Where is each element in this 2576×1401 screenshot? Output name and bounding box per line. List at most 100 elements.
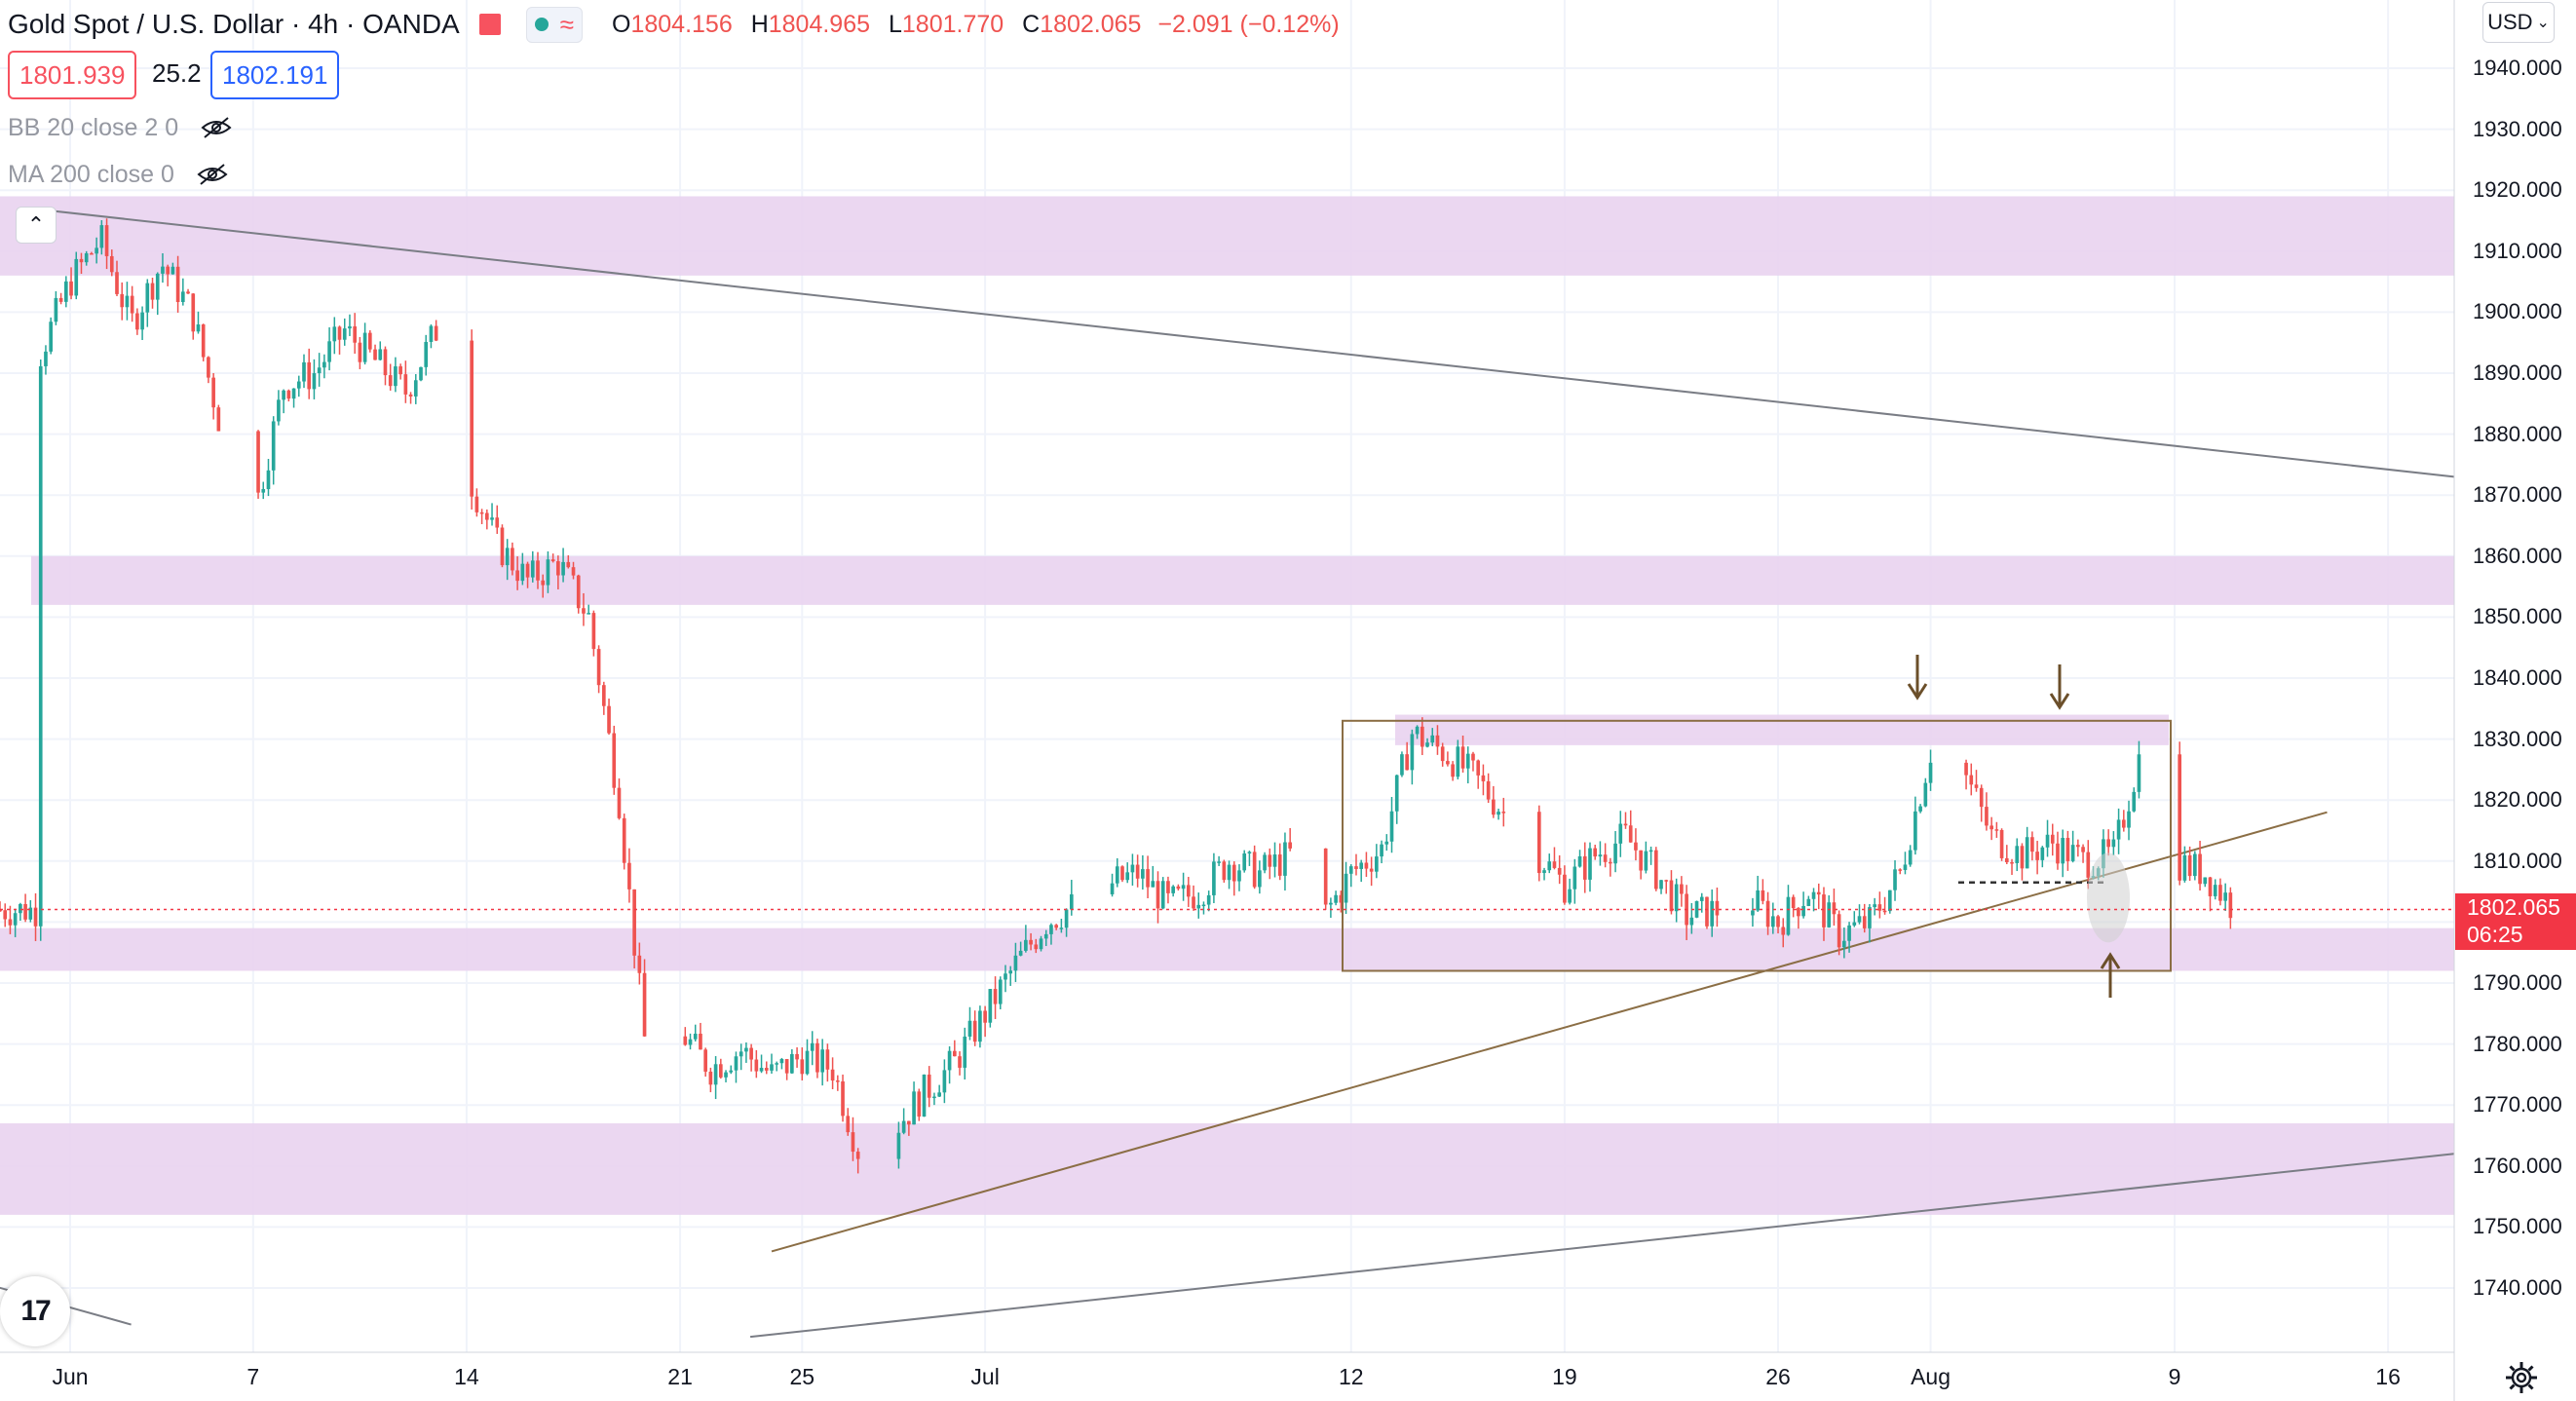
- eye-hidden-icon[interactable]: [196, 162, 229, 187]
- candle-body: [856, 1152, 860, 1159]
- highlight-ellipse: [2087, 852, 2130, 942]
- candle-body: [902, 1121, 906, 1133]
- candle-body: [470, 341, 474, 497]
- candle-body: [1054, 925, 1058, 928]
- candle-body: [74, 259, 78, 296]
- candle-body: [1446, 761, 1450, 764]
- candle-body: [719, 1064, 723, 1078]
- candle-body: [359, 343, 362, 362]
- candle-body: [1349, 866, 1353, 874]
- candle-body: [683, 1037, 687, 1045]
- candle-body: [1416, 727, 1420, 735]
- indicator-ma[interactable]: MA 200 close 0: [8, 156, 229, 193]
- candle-body: [932, 1097, 936, 1099]
- currency-selector[interactable]: USD ⌄: [2482, 2, 2555, 43]
- candle-body: [1599, 854, 1603, 856]
- candle-body: [1029, 940, 1033, 945]
- candle-body: [272, 421, 276, 470]
- price-axis-label: 1740.000: [2473, 1275, 2562, 1301]
- candle-body: [1492, 800, 1496, 815]
- candle-body: [2056, 844, 2060, 864]
- candle-body: [1670, 881, 1674, 912]
- candle-body: [353, 326, 357, 343]
- candle-body: [841, 1081, 845, 1116]
- time-axis-label: Jul: [970, 1364, 999, 1390]
- price-axis-label: 1840.000: [2473, 665, 2562, 691]
- candle-body: [1868, 907, 1872, 928]
- candle-body: [1008, 970, 1012, 973]
- tradingview-logo-icon[interactable]: 17: [0, 1276, 70, 1346]
- collapse-legend-button[interactable]: ⌃: [16, 207, 57, 244]
- candle-body: [156, 274, 160, 300]
- candle-body: [800, 1059, 804, 1074]
- low-value: 1801.770: [902, 11, 1004, 38]
- candle-body: [1060, 928, 1064, 929]
- candle-body: [994, 989, 998, 1004]
- candle-body: [256, 432, 260, 493]
- candle-body: [2086, 852, 2090, 878]
- candle-body: [1182, 885, 1186, 889]
- market-status[interactable]: ≈: [526, 7, 583, 43]
- candle-body: [1395, 776, 1399, 812]
- candle-body: [2051, 835, 2055, 844]
- sell-price-button[interactable]: 1801.939: [8, 51, 136, 99]
- candle-body: [2112, 840, 2116, 848]
- candle-body: [1441, 746, 1445, 761]
- time-axis-label: 7: [246, 1364, 259, 1390]
- candle-body: [643, 973, 647, 1037]
- candle-body: [161, 267, 165, 274]
- time-axis-label: 19: [1552, 1364, 1577, 1390]
- candle-body: [1471, 754, 1475, 761]
- eye-hidden-icon[interactable]: [200, 115, 233, 140]
- candle-body: [1196, 905, 1200, 909]
- candle-body: [1878, 904, 1882, 911]
- candle-body: [1151, 881, 1155, 887]
- candle-body: [2117, 819, 2121, 839]
- candle-body: [207, 358, 210, 378]
- candle-body: [1995, 829, 1999, 831]
- candle-body: [404, 374, 408, 395]
- gear-icon[interactable]: [2504, 1360, 2539, 1395]
- candle-body: [1837, 914, 1841, 947]
- price-zone: [0, 196, 2454, 275]
- candle-body: [897, 1133, 901, 1159]
- candle-body: [607, 706, 611, 734]
- candle-body: [1547, 861, 1551, 870]
- candle-body: [815, 1043, 819, 1073]
- candle-body: [917, 1091, 921, 1117]
- candle-body: [1380, 845, 1383, 856]
- market-open-dot-icon: [535, 18, 549, 31]
- candle-body: [556, 561, 560, 575]
- candle-body: [1202, 905, 1206, 907]
- candle-body: [1421, 727, 1424, 747]
- candle-body: [2066, 838, 2070, 861]
- candle-body: [327, 341, 331, 361]
- candle-body: [2193, 854, 2197, 877]
- candle-body: [318, 367, 322, 373]
- candle-body: [1568, 890, 1572, 903]
- candle-body: [587, 613, 590, 615]
- candle-body: [2021, 846, 2025, 868]
- candle-body: [806, 1051, 810, 1075]
- symbol-color-swatch[interactable]: [479, 14, 501, 35]
- time-axis-label: 9: [2169, 1364, 2181, 1390]
- candle-body: [95, 247, 98, 253]
- candle-body: [1411, 734, 1415, 770]
- candle-body: [1156, 881, 1160, 908]
- candle-body: [475, 497, 479, 512]
- buy-price-button[interactable]: 1802.191: [210, 51, 339, 99]
- candle-body: [1034, 944, 1038, 949]
- candle-body: [602, 685, 606, 706]
- candle-body: [85, 253, 89, 262]
- candle-body: [1756, 890, 1760, 911]
- candle-body: [176, 267, 180, 302]
- indicator-bb[interactable]: BB 20 close 2 0: [8, 109, 233, 146]
- candle-body: [313, 373, 317, 389]
- candle-body: [2000, 830, 2004, 858]
- candle-body: [480, 512, 484, 514]
- candle-body: [1466, 754, 1470, 769]
- candle-body: [1430, 736, 1434, 742]
- candle-body: [1776, 916, 1780, 927]
- candle-body: [826, 1049, 830, 1070]
